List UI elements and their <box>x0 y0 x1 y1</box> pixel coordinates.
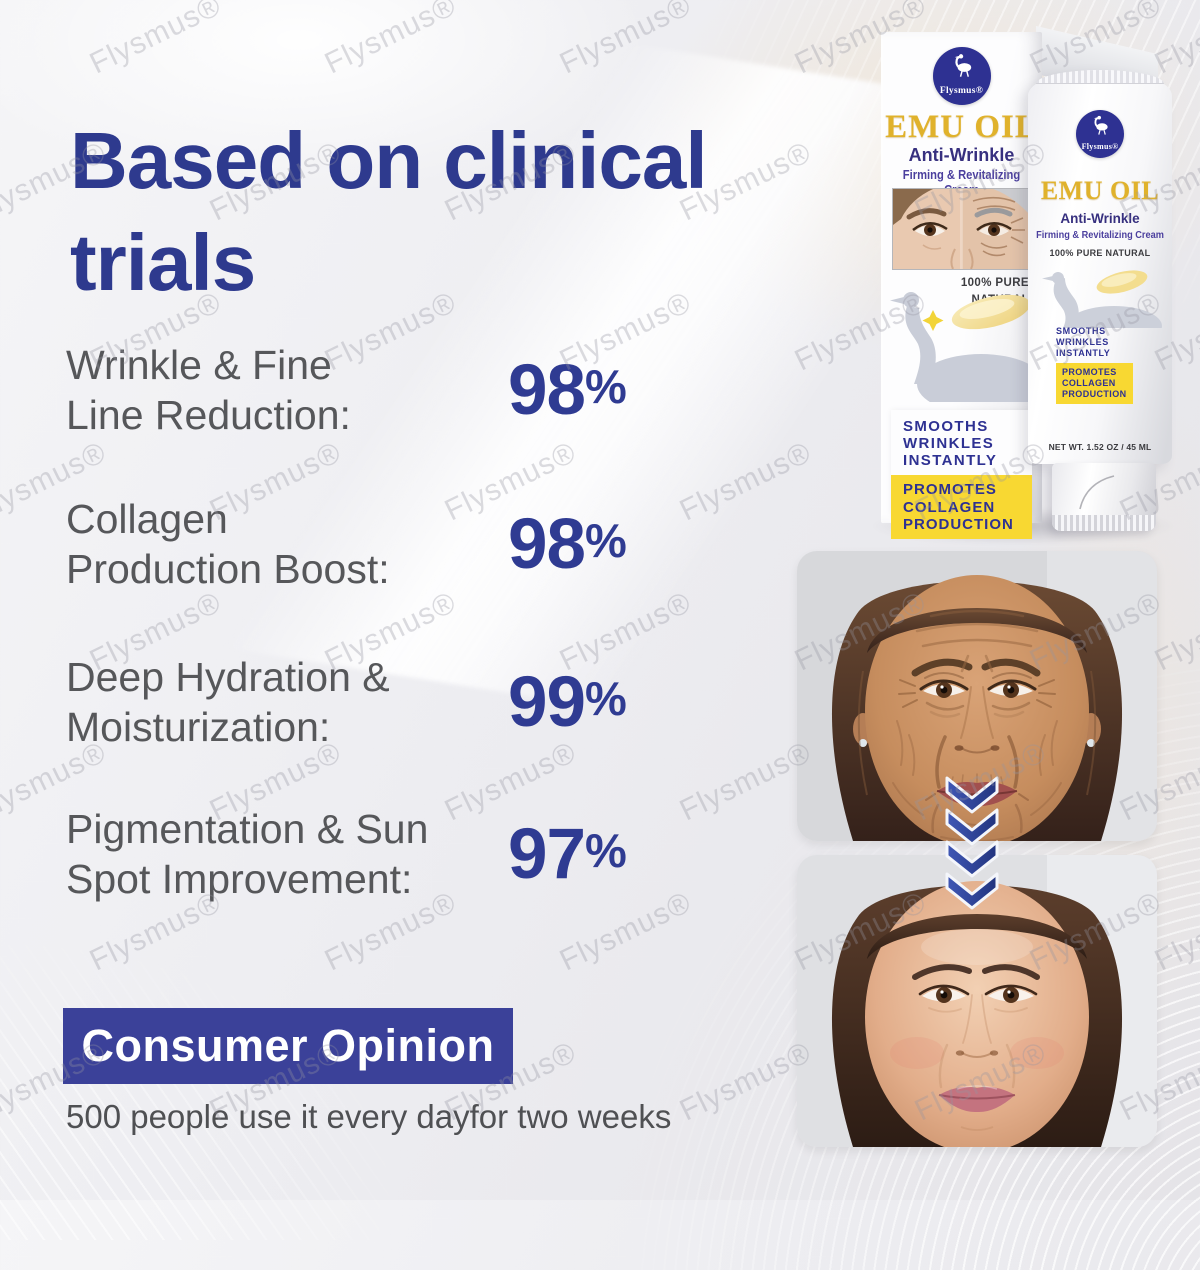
stat-label: Wrinkle & Fine Line Reduction: <box>66 341 351 438</box>
emu-silhouette-art <box>890 292 1042 402</box>
stat-label: Pigmentation & Sun Spot Improvement: <box>66 805 429 902</box>
flysmus-watermark: Flysmus® <box>554 0 697 81</box>
box-claims-label: SMOOTHS WRINKLES INSTANTLY PROMOTES COLL… <box>891 410 1032 579</box>
flysmus-watermark: Flysmus® <box>674 1035 817 1128</box>
brand-name: Flysmus® <box>939 86 984 96</box>
flysmus-watermark: Flysmus® <box>319 0 462 81</box>
claim-smooths-wrinkles: SMOOTHS WRINKLES INSTANTLY <box>1056 326 1111 358</box>
emu-bird-icon <box>954 54 971 77</box>
stat-row-hydration: Deep Hydration & Moisturization: 99% <box>66 646 686 758</box>
cap-seam-line <box>1079 475 1115 510</box>
down-chevrons-icon <box>943 775 1001 916</box>
stat-row-pigmentation: Pigmentation & Sun Spot Improvement: 97% <box>66 798 686 910</box>
percent-sign: % <box>584 513 627 567</box>
product-name: EMU OIL <box>885 109 1038 145</box>
stat-value: 97% <box>508 814 627 894</box>
product-name: EMU OIL <box>1040 176 1160 205</box>
headline: Based on clinical trials <box>70 115 708 307</box>
claim-promotes-collagen: PROMOTES COLLAGEN PRODUCTION <box>891 475 1032 540</box>
flysmus-watermark: Flysmus® <box>84 0 227 81</box>
product-tagline1: Anti-Wrinkle <box>1060 211 1140 226</box>
percent-sign: % <box>584 671 627 725</box>
percent-sign: % <box>584 823 627 877</box>
flysmus-watermark: Flysmus® <box>1149 885 1200 978</box>
stat-label: Collagen Production Boost: <box>66 495 390 592</box>
half-young-half-old-eyes-image <box>893 189 1030 269</box>
stat-row-collagen-boost: Collagen Production Boost: 98% <box>66 488 686 600</box>
flysmus-watermark: Flysmus® <box>1149 585 1200 678</box>
product-tube: Flysmus® EMU OIL Anti-Wrinkle Firming & … <box>1028 70 1172 464</box>
flysmus-watermark: Flysmus® <box>674 435 817 528</box>
pure-natural-label: 100% PURE NATURAL <box>1049 248 1151 258</box>
tube-cap <box>1052 463 1156 531</box>
consumer-opinion-banner: Consumer Opinion <box>63 1008 513 1084</box>
product-tagline2: Firming & Revitalizing Cream <box>1036 230 1164 241</box>
brand-logo: Flysmus® <box>932 47 991 105</box>
flysmus-watermark: Flysmus® <box>674 735 817 828</box>
net-weight: NET WT. 1.52 OZ / 45 ML <box>1048 442 1152 452</box>
stat-value: 98% <box>508 350 627 430</box>
emu-silhouette-art <box>1042 270 1162 328</box>
brand-logo: Flysmus® <box>1076 110 1124 158</box>
stat-value: 99% <box>508 662 627 742</box>
stat-value: 98% <box>508 504 627 584</box>
stat-row-wrinkle-reduction: Wrinkle & Fine Line Reduction: 98% <box>66 334 686 446</box>
claim-smooths-wrinkles: SMOOTHS WRINKLES INSTANTLY <box>903 418 998 470</box>
claim-promotes-collagen: PROMOTES COLLAGEN PRODUCTION <box>1056 363 1133 405</box>
product-tagline1: Anti-Wrinkle <box>908 145 1015 165</box>
emu-bird-icon <box>1093 115 1108 135</box>
tube-claims: SMOOTHS WRINKLES INSTANTLY PROMOTES COLL… <box>1056 326 1133 405</box>
percent-sign: % <box>584 359 627 413</box>
cap-ribbed-ring <box>1052 515 1156 531</box>
brand-name: Flysmus® <box>1081 142 1119 151</box>
box-eye-photo <box>892 188 1031 270</box>
trial-caption: 500 people use it every dayfor two weeks <box>66 1098 672 1135</box>
product-box: Flysmus® EMU OIL Anti-Wrinkle Firming & … <box>881 32 1042 579</box>
stat-label: Deep Hydration & Moisturization: <box>66 653 390 750</box>
